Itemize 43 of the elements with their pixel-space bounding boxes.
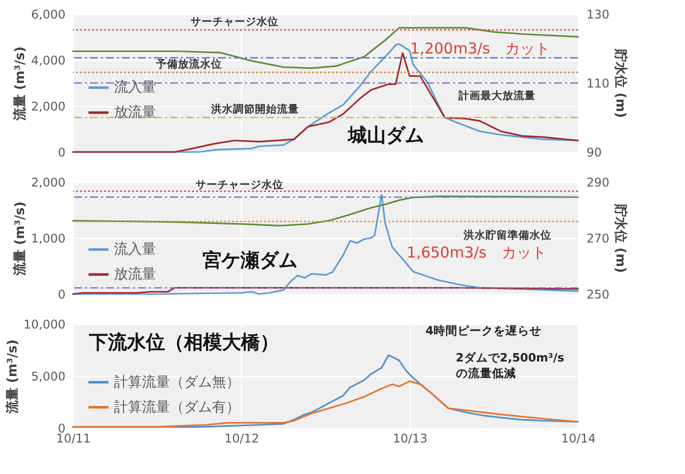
y2-tick-label: 290 [586,176,610,190]
y-tick-label: 5,000 [31,370,66,384]
y-axis-title: 流量 (m³/s) [12,46,28,122]
y2-axis-title: 貯水位 (m) [612,48,628,118]
x-tick-label: 10/12 [224,432,260,446]
y2-tick-label: 110 [586,76,610,90]
annotation: 2ダムで2,500m³/s の流量低減 [456,350,564,380]
text: 城山ダム [347,124,424,146]
y-tick-label: 10,000 [24,318,66,332]
annotation: 4時間ピークを遅らせ [425,323,542,338]
x-tick-label: 10/14 [561,432,596,446]
ref-line-label: 予備放流水位 [155,57,222,70]
y-axis-title: 流量 (m³/s) [12,201,28,277]
legend-label: 流入量 [114,80,156,96]
legend-label: 放流量 [114,266,156,282]
y2-tick-label: 90 [586,146,602,160]
legend-label: 計算流量（ダム有） [114,399,240,416]
y-tick-label: 2,000 [31,176,66,190]
x-tick-label: 10/11 [56,432,91,446]
legend-label: 流入量 [114,242,156,258]
y-tick-label: 0 [58,288,66,302]
y-axis-title: 流量 (m³/s) [4,339,21,415]
text: 計算流量（ダム無） [114,374,240,390]
y2-axis-title: 貯水位 (m) [612,203,628,273]
chart-title: 下流水位（相模大橋） [88,332,280,354]
ref-line-label: 計画最大放流量 [458,89,536,102]
y2-tick-label: 270 [586,232,610,246]
ref-line-label: サーチャージ水位 [190,14,279,28]
y-tick-label: 4,000 [31,54,66,68]
y-tick-label: 2,000 [31,100,66,114]
legend-label: 放流量 [114,104,156,121]
y-tick-label: 0 [58,146,66,160]
annotation: 1,650m3/s カット [406,244,547,262]
y2-tick-label: 130 [586,8,610,22]
text: 宮ケ瀬ダム [202,249,298,272]
y-tick-label: 1,000 [31,232,66,246]
y-tick-label: 6,000 [31,8,66,22]
ref-line-label: 洪水調節開始流量 [210,102,299,116]
annotation: 1,200m3/s カット [410,40,550,58]
y2-tick-label: 250 [586,288,610,302]
x-tick-label: 10/13 [392,432,428,446]
ref-line-label: サーチャージ水位 [196,178,284,192]
ref-line-label: 洪水貯留準備水位 [462,228,552,242]
